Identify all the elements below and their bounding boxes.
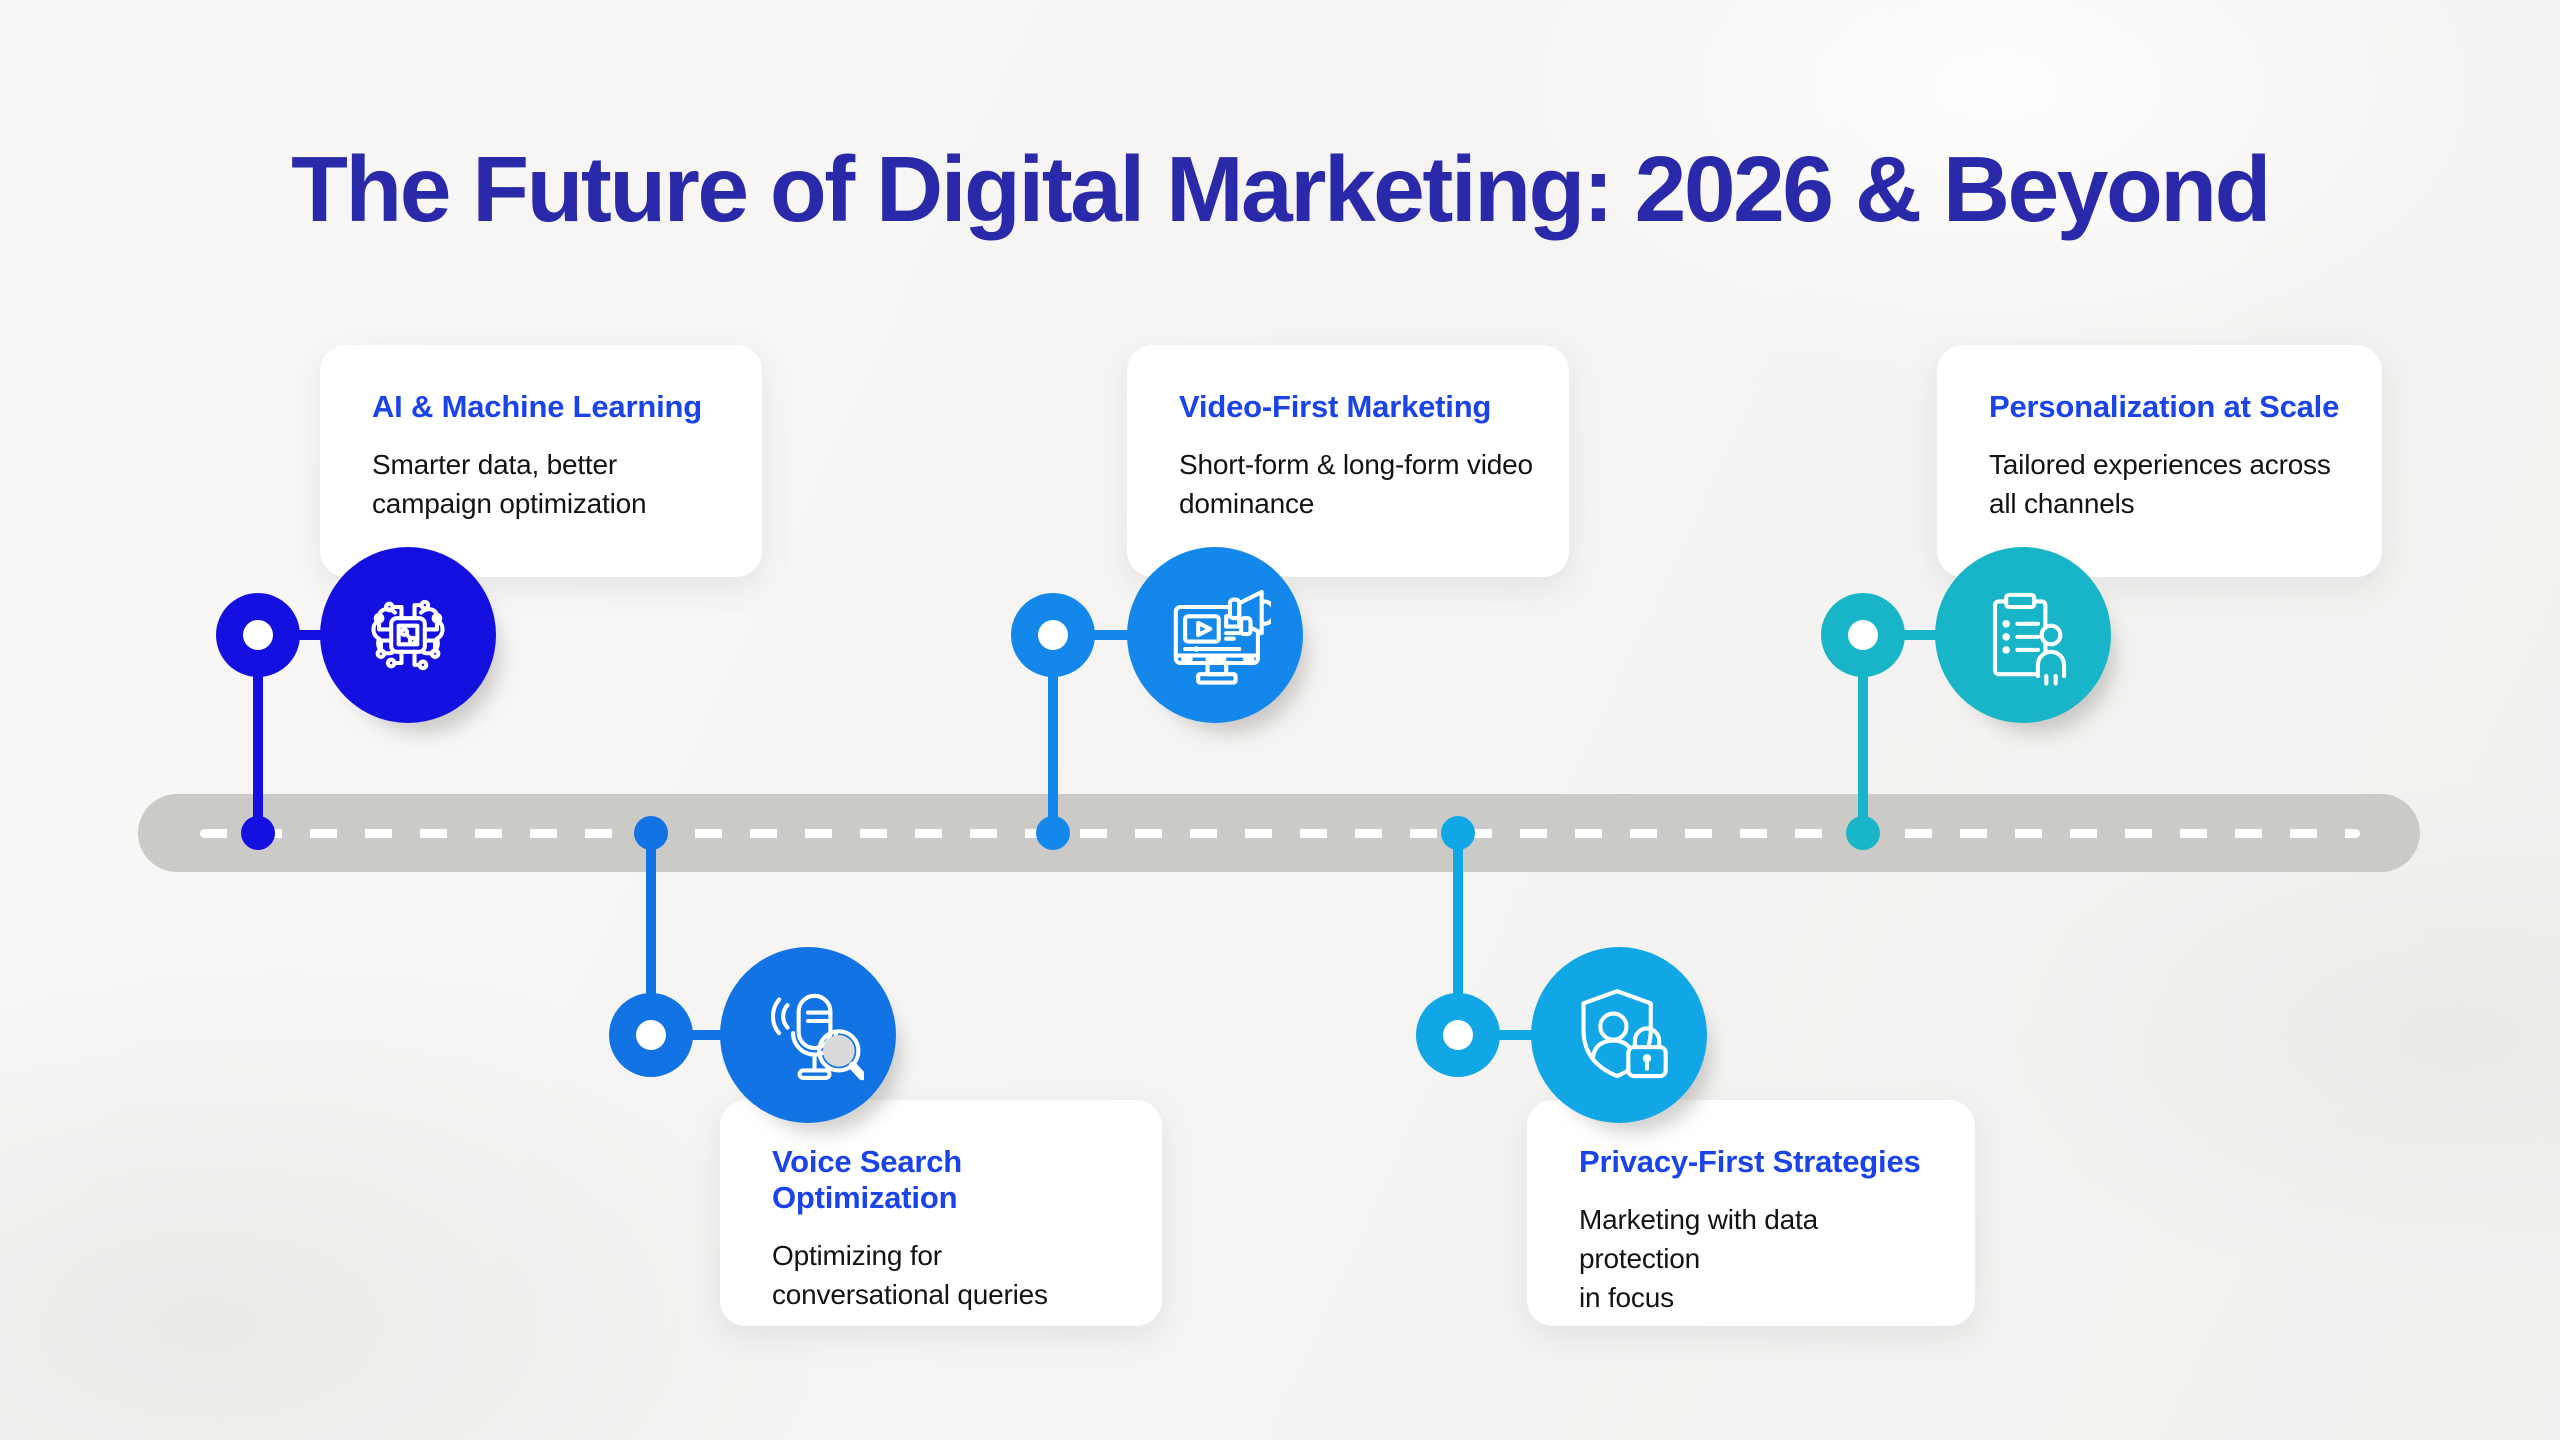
milestone-card: Personalization at Scale Tailored experi… [1937,345,2382,577]
milestone-description: Short-form & long-form video dominance [1179,449,1533,519]
timeline-node-hole [1848,620,1878,650]
milestone-icon-circle [1531,947,1707,1123]
privacy-shield-icon [1581,989,1668,1079]
milestone-title: Privacy-First Strategies [1579,1144,1921,1179]
timeline-node-hole [243,620,273,650]
ai-machine-learning-icon [371,599,445,671]
milestone-icon-circle [1127,547,1303,723]
timeline-node [609,993,693,1077]
personalization-clipboard-icon [1992,592,2067,686]
connector-vertical [646,833,656,1035]
milestone-card: AI & Machine Learning Smarter data, bett… [320,345,762,577]
milestone-card: Voice Search Optimization Optimizing for… [720,1100,1162,1326]
timeline-node [1011,593,1095,677]
timeline-node [1416,993,1500,1077]
timeline-dot [1036,816,1070,850]
milestone-description: Marketing with data protection in focus [1579,1204,1818,1313]
page-title: The Future of Digital Marketing: 2026 & … [291,137,2271,241]
timeline-node [216,593,300,677]
timeline-node [1821,593,1905,677]
connector-vertical [1048,635,1058,833]
timeline-node-hole [636,1020,666,1050]
milestone-title: AI & Machine Learning [372,389,702,424]
timeline-dot [634,816,668,850]
timeline-dot [1441,816,1475,850]
milestone-description: Smarter data, better campaign optimizati… [372,449,647,519]
milestone-description: Optimizing for conversational queries [772,1240,1048,1310]
timeline-road-dashes [200,829,2360,838]
milestone-title: Video-First Marketing [1179,389,1492,424]
milestone-title: Voice Search Optimization [772,1144,963,1215]
voice-search-icon [770,993,864,1081]
connector-vertical [1453,833,1463,1035]
timeline-node-hole [1443,1020,1473,1050]
milestone-card: Video-First Marketing Short-form & long-… [1127,345,1569,577]
connector-vertical [1858,635,1868,833]
video-first-marketing-icon [1173,590,1271,685]
connector-vertical [253,635,263,833]
milestone-icon-circle [320,547,496,723]
timeline-dot [1846,816,1880,850]
milestone-card: Privacy-First Strategies Marketing with … [1527,1100,1975,1326]
timeline-dot [241,816,275,850]
timeline-node-hole [1038,620,1068,650]
milestone-icon-circle [720,947,896,1123]
milestone-icon-circle [1935,547,2111,723]
milestone-description: Tailored experiences across all channels [1989,449,2331,519]
milestone-title: Personalization at Scale [1989,389,2340,424]
